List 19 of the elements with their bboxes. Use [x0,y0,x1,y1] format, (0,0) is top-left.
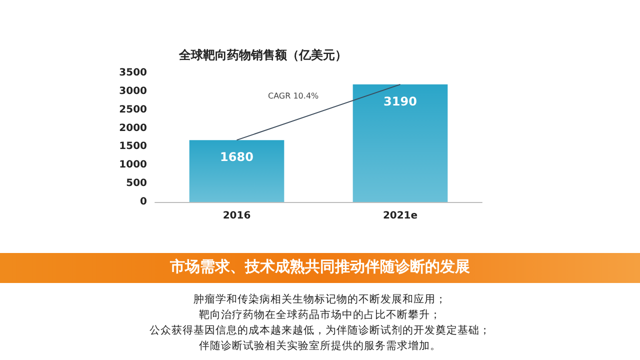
y-tick-label: 3500 [119,68,148,78]
y-tick-label: 0 [140,196,148,208]
x-tick-label: 2016 [222,210,251,222]
text: 市场需求、技术成熟共同推动伴随诊断的发展 [169,258,470,276]
y-tick-label: 2000 [119,122,148,134]
y-tick-label: 1000 [119,160,148,171]
annotation: CAGR 10.4% [268,92,320,100]
chart-title: 全球靶向药物销售额（亿美元） [178,48,347,62]
y-tick-label: 500 [126,178,148,190]
y-tick-label: 1500 [119,141,148,152]
y-tick-label: 3000 [119,86,148,97]
data-label: 3190 [384,94,417,108]
text: 肿瘤学和传染病相关生物标记物的不断发展和应用； [194,292,446,306]
x-tick-label: 2021e [382,210,418,222]
text: 公众获得基因信息的成本越来越低，为伴随诊断试剂的开发奠定基础； [150,324,490,336]
y-tick-label: 2500 [119,104,148,116]
data-label: 1680 [220,150,254,164]
text: 伴随诊断试验相关实验室所提供的服务需求增加。 [199,339,441,352]
text: 靶向治疗药物在全球药品市场中的占比不断攀升； [199,308,441,321]
